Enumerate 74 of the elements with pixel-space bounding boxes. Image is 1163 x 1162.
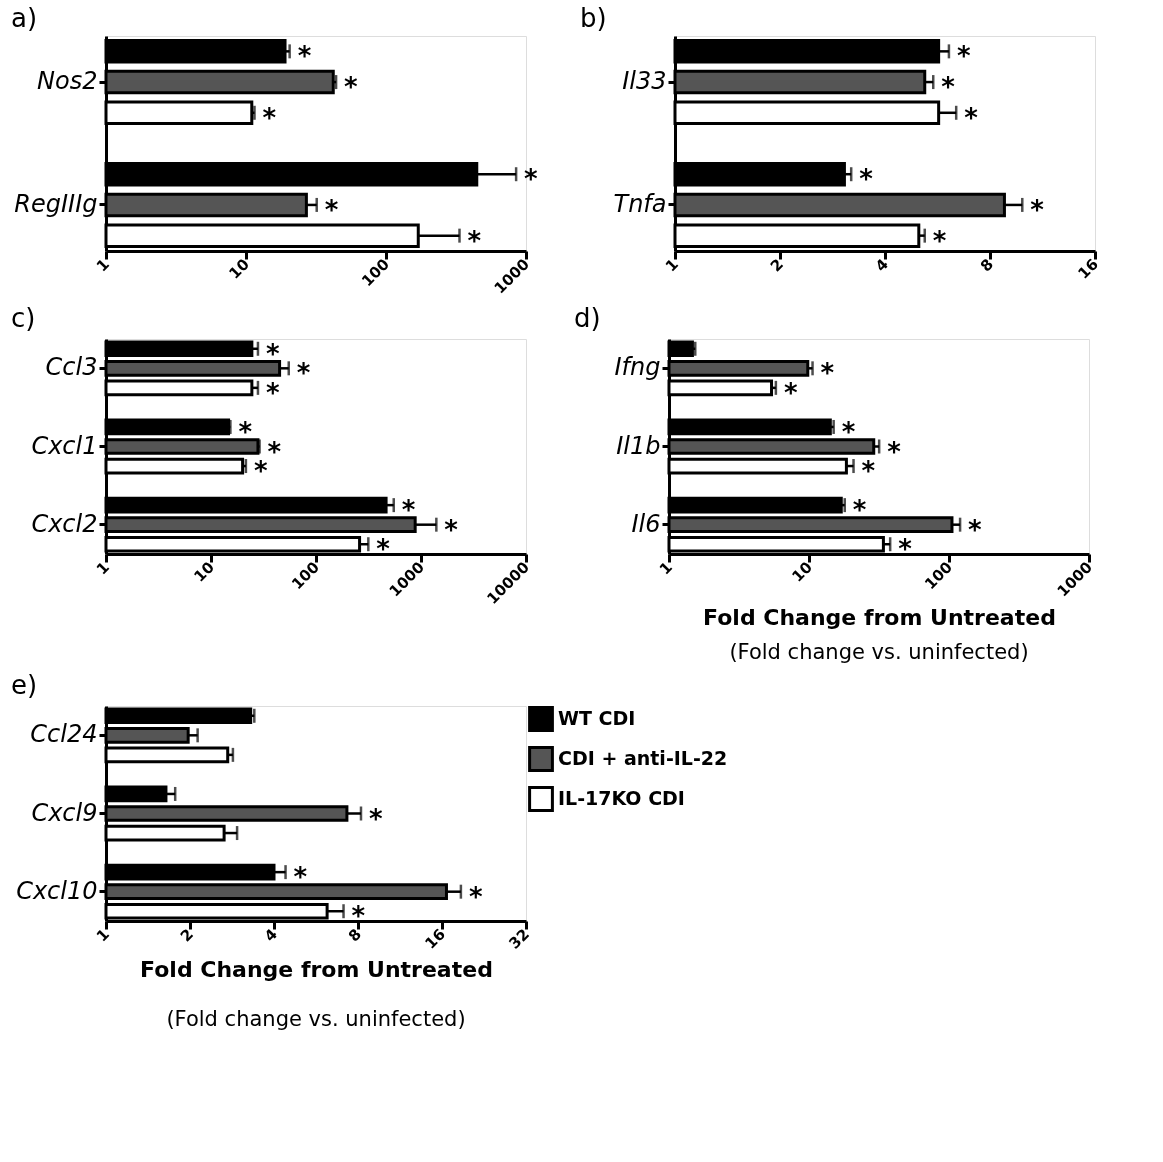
- data-label: *: [861, 456, 876, 487]
- x-tick-label: 8: [976, 255, 997, 276]
- x-tick-label: 16: [421, 925, 449, 953]
- data-label: *: [859, 164, 874, 195]
- data-label: *: [887, 436, 902, 467]
- text: (Fold change vs. uninfected): [166, 1007, 466, 1031]
- legend-label: WT CDI: [558, 707, 636, 729]
- y-tick-label: Ccl24: [30, 720, 98, 749]
- x-tick-label: 32: [505, 925, 533, 953]
- data-label: *: [468, 881, 483, 912]
- chart-title: a): [11, 3, 38, 33]
- y-tick-label: Cxcl1: [31, 431, 98, 460]
- x-tick-label: 16: [1074, 255, 1102, 283]
- data-label: *: [852, 495, 867, 526]
- data-label: *: [524, 164, 539, 195]
- y-tick-label: Cxcl2: [31, 509, 98, 538]
- x-tick-label: 1: [661, 255, 682, 276]
- data-label: *: [964, 102, 979, 133]
- data-label: *: [267, 436, 282, 467]
- data-label: *: [932, 225, 947, 256]
- y-tick-label: Ccl3: [45, 353, 98, 382]
- x-tick-label: 8: [344, 925, 365, 946]
- x-tick-label: 2: [766, 255, 787, 276]
- x-tick-label: 1: [92, 558, 113, 579]
- x-tick-label: 2: [176, 925, 197, 946]
- data-label: *: [1030, 194, 1045, 225]
- data-label: *: [238, 416, 253, 447]
- data-label: *: [265, 377, 280, 408]
- x-axis-title: Fold Change from Untreated: [140, 956, 493, 982]
- chart-title: d): [574, 303, 601, 334]
- data-label: *: [253, 456, 268, 487]
- data-label: *: [956, 41, 971, 72]
- y-tick-label: Cxcl9: [31, 798, 98, 827]
- data-label: *: [368, 803, 383, 834]
- x-tick-label: 10: [190, 558, 218, 586]
- y-tick-label: Tnfa: [613, 189, 667, 218]
- chart-title: b): [580, 3, 607, 33]
- text: (Fold change vs. uninfected): [729, 640, 1029, 664]
- y-tick-label: Nos2: [37, 67, 98, 96]
- data-label: *: [297, 41, 312, 72]
- y-tick-label: Ifng: [614, 353, 661, 382]
- data-label: *: [376, 534, 391, 565]
- x-axis-title: Fold Change from Untreated: [703, 604, 1056, 630]
- data-label: *: [293, 862, 308, 893]
- data-label: *: [262, 102, 277, 133]
- chart-title: c): [11, 303, 36, 334]
- data-label: *: [841, 416, 856, 447]
- x-tick-label: 10: [225, 255, 253, 283]
- data-label: *: [344, 72, 359, 103]
- x-tick-label: 1: [92, 255, 113, 276]
- y-tick-label: RegIIIg: [14, 189, 98, 218]
- legend-label: CDI + anti-IL-22: [558, 747, 728, 769]
- data-label: *: [783, 377, 798, 408]
- data-label: *: [401, 495, 416, 526]
- chart-title: e): [11, 670, 38, 701]
- x-tick-label: 4: [871, 255, 892, 276]
- data-label: *: [265, 338, 280, 369]
- legend-label: IL-17KO CDI: [558, 787, 685, 809]
- data-label: *: [941, 72, 956, 103]
- y-tick-label: Il1b: [616, 431, 661, 460]
- data-label: *: [467, 225, 482, 256]
- y-tick-label: Il6: [631, 509, 661, 538]
- data-label: *: [444, 514, 459, 545]
- data-label: *: [296, 358, 311, 389]
- data-label: *: [820, 358, 835, 389]
- x-tick-label: 1: [655, 558, 676, 579]
- data-label: *: [968, 514, 983, 545]
- data-label: *: [324, 194, 339, 225]
- data-label: *: [898, 534, 913, 565]
- x-tick-label: 4: [260, 925, 281, 946]
- x-tick-label: 10: [788, 558, 816, 586]
- y-tick-label: Il33: [622, 67, 667, 96]
- x-tick-label: 1: [92, 925, 113, 946]
- y-tick-label: Cxcl10: [16, 876, 98, 905]
